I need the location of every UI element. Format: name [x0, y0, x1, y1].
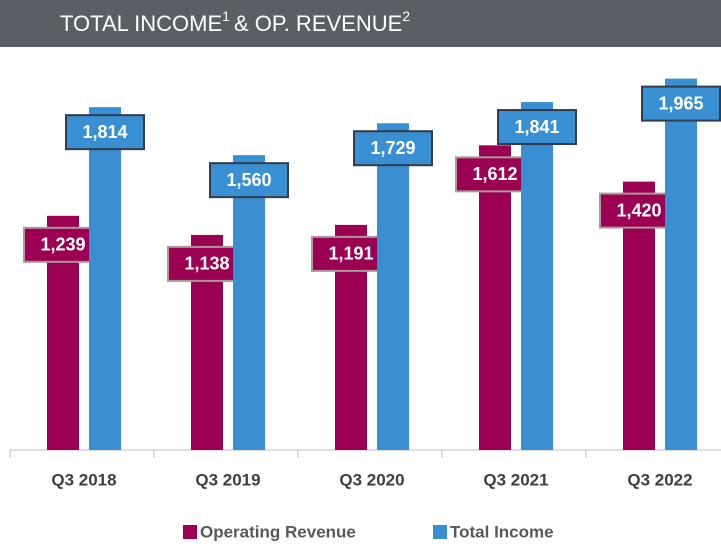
value-label: 1,612	[472, 164, 517, 184]
value-label: 1,191	[328, 244, 373, 264]
value-label: 1,965	[658, 93, 703, 113]
value-label: 1,729	[370, 138, 415, 158]
bar	[377, 123, 409, 451]
value-label-box	[353, 130, 433, 167]
x-tick-label: Q3 2021	[483, 470, 548, 489]
title-superscript: 2	[402, 8, 410, 24]
value-label: 1,239	[40, 235, 85, 255]
legend-label: Total Income	[450, 522, 554, 541]
value-label: 1,420	[616, 200, 661, 220]
value-label-box	[497, 109, 577, 146]
value-label-box	[641, 85, 721, 122]
bar	[479, 145, 511, 450]
value-label-box	[209, 162, 289, 199]
bar	[89, 107, 121, 451]
legend-marker	[433, 525, 447, 539]
legend-label: Operating Revenue	[200, 522, 356, 541]
x-tick-label: Q3 2022	[627, 470, 692, 489]
value-label: 1,138	[184, 254, 229, 274]
value-label-box	[65, 114, 145, 151]
legend-marker	[183, 525, 197, 539]
x-tick-label: Q3 2019	[195, 470, 260, 489]
title-text: & OP. REVENUE	[234, 11, 402, 36]
value-label: 1,560	[226, 170, 271, 190]
title-bar	[0, 0, 721, 47]
value-label: 1,814	[82, 122, 127, 142]
value-label: 1,841	[514, 117, 559, 137]
x-tick-label: Q3 2018	[51, 470, 116, 489]
x-tick-label: Q3 2020	[339, 470, 404, 489]
bar	[521, 102, 553, 451]
chart-title: TOTAL INCOME1 & OP. REVENUE2	[60, 8, 410, 36]
title-superscript: 1	[222, 8, 230, 24]
bar	[233, 155, 265, 450]
title-text: TOTAL INCOME	[60, 11, 222, 36]
bar	[665, 78, 697, 451]
